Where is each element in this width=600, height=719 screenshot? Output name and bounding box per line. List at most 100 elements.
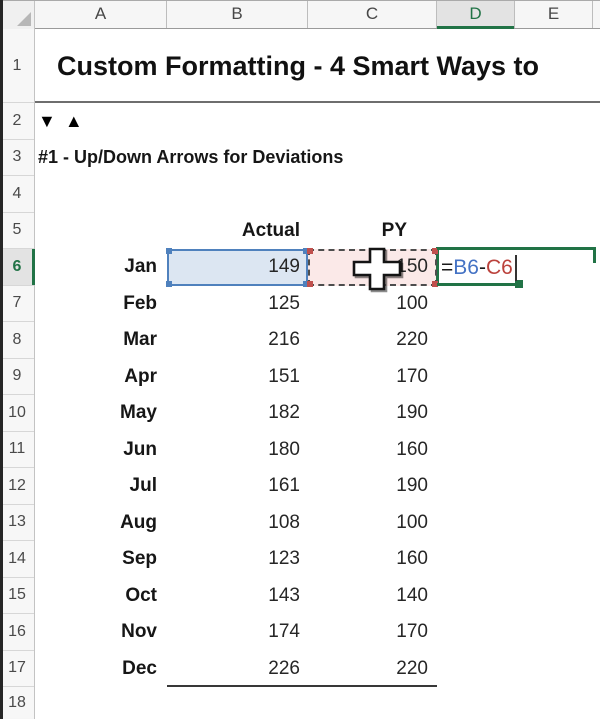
row-header-16[interactable]: 16 [0, 614, 34, 651]
formula-ref-b6: B6 [453, 256, 479, 279]
select-all-triangle-icon [17, 12, 31, 26]
formula-edit-cell[interactable]: =B6-C6 [441, 250, 517, 285]
row-header-14[interactable]: 14 [0, 541, 34, 578]
section-heading-cell[interactable]: #1 - Up/Down Arrows for Deviations [38, 139, 598, 175]
cell-py[interactable]: 220 [396, 329, 428, 350]
cell-py[interactable]: 100 [396, 292, 428, 314]
column-header-d-selected[interactable]: D [437, 0, 515, 29]
c6-handle-top-right[interactable] [432, 248, 438, 254]
actual-column-title-cell[interactable]: Actual [241, 220, 300, 241]
row-6-selection-accent [32, 249, 35, 285]
section-heading-text: #1 - Up/Down Arrows for Deviations [38, 147, 344, 167]
row-header-6-label: 6 [12, 257, 22, 275]
column-header-c[interactable]: C [308, 0, 437, 28]
cell-month[interactable]: Jan [124, 256, 157, 277]
cell-month[interactable]: Sep [122, 548, 157, 569]
title-bottom-border [35, 101, 600, 103]
table-row-jun: Jun 180 160 [35, 432, 600, 469]
screen-top-edge [0, 0, 600, 1]
row-header-17[interactable]: 17 [0, 650, 34, 687]
cell-actual[interactable]: 143 [268, 584, 300, 606]
cell-month[interactable]: Apr [124, 365, 157, 387]
table-row-oct: Oct 143 140 [35, 578, 600, 615]
row-header-6-selected[interactable]: 6 [0, 249, 35, 286]
cell-actual[interactable]: 174 [268, 621, 300, 642]
cell-month[interactable]: May [120, 402, 157, 423]
cell-py[interactable]: 220 [396, 657, 428, 679]
sheet-title: Custom Formatting - 4 Smart Ways to [57, 50, 540, 81]
c6-handle-top-left[interactable] [307, 248, 313, 254]
cell-month[interactable]: Jul [129, 475, 157, 496]
column-header-row: A B C D E [0, 0, 600, 29]
cell-actual[interactable]: 125 [268, 292, 300, 314]
cell-py[interactable]: 160 [396, 548, 428, 569]
active-cell-border-left [436, 247, 439, 286]
b6-handle-bottom-right[interactable] [303, 281, 309, 287]
title-cell[interactable]: Custom Formatting - 4 Smart Ways to [35, 29, 600, 103]
fill-handle[interactable] [515, 280, 523, 288]
cell-month[interactable]: Feb [123, 292, 157, 314]
cell-actual[interactable]: 216 [268, 329, 300, 350]
cell-py[interactable]: 190 [396, 475, 428, 496]
cell-py[interactable]: 170 [396, 365, 428, 387]
column-header-f-partial[interactable] [593, 0, 600, 28]
cell-actual[interactable]: 182 [268, 402, 300, 423]
row-header-2[interactable]: 2 [0, 103, 34, 140]
c6-handle-bottom-left[interactable] [307, 281, 313, 287]
cell-actual[interactable]: 149 [268, 256, 300, 277]
row-header-7[interactable]: 7 [0, 285, 34, 322]
cell-actual[interactable]: 108 [268, 511, 300, 533]
b6-handle-bottom-left[interactable] [166, 281, 172, 287]
row-header-column: 1 2 3 4 5 6 7 8 9 10 11 12 13 14 15 16 1… [0, 29, 35, 719]
table-row-apr: Apr 151 170 [35, 359, 600, 396]
column-header-d-label: D [469, 4, 482, 23]
cell-actual[interactable]: 180 [268, 438, 300, 460]
cell-month[interactable]: Jun [123, 438, 157, 460]
row-header-10[interactable]: 10 [0, 395, 34, 432]
formula-minus: - [478, 256, 486, 279]
column-header-e[interactable]: E [515, 0, 593, 28]
py-column-title-cell[interactable]: PY [381, 220, 407, 241]
cell-month[interactable]: Aug [120, 511, 157, 533]
row-header-11[interactable]: 11 [0, 431, 34, 468]
cell-py[interactable]: 150 [396, 256, 428, 277]
cell-actual[interactable]: 161 [268, 475, 300, 496]
cell-actual[interactable]: 123 [268, 548, 300, 569]
row-header-5[interactable]: 5 [0, 212, 34, 249]
cell-actual[interactable]: 151 [268, 365, 300, 387]
table-row-dec: Dec 226 220 [35, 651, 600, 688]
reference-border-b6 [166, 248, 309, 287]
data-table: Jan 149 150 Feb 125 100 Mar 216 220 Apr 151 170 … [35, 249, 600, 687]
cell-py[interactable]: 170 [396, 621, 428, 642]
cell-actual[interactable]: 226 [268, 657, 300, 679]
triangle-arrows-icon: ▼ ▲ [38, 111, 85, 131]
column-header-a[interactable]: A [35, 0, 167, 28]
b6-handle-top-left[interactable] [166, 248, 172, 254]
cell-month[interactable]: Oct [125, 584, 157, 606]
row-header-18[interactable]: 18 [0, 687, 34, 718]
cell-month[interactable]: Dec [122, 657, 157, 679]
row-header-13[interactable]: 13 [0, 504, 34, 541]
cell-py[interactable]: 190 [396, 402, 428, 423]
select-all-button[interactable] [0, 0, 35, 29]
column-header-b[interactable]: B [167, 0, 308, 28]
b6-handle-top-right[interactable] [303, 248, 309, 254]
cell-py[interactable]: 140 [396, 584, 428, 606]
c6-handle-bottom-right[interactable] [432, 281, 438, 287]
row-header-12[interactable]: 12 [0, 468, 34, 505]
table-row-nov: Nov 174 170 [35, 614, 600, 651]
cell-month[interactable]: Mar [123, 329, 157, 350]
row-header-8[interactable]: 8 [0, 322, 34, 359]
row-header-1[interactable]: 1 [0, 29, 34, 103]
updown-arrows-cell[interactable]: ▼ ▲ [38, 103, 238, 139]
row-header-3[interactable]: 3 [0, 139, 34, 176]
row-header-4[interactable]: 4 [0, 176, 34, 213]
row-header-15[interactable]: 15 [0, 577, 34, 614]
row-header-9[interactable]: 9 [0, 358, 34, 395]
cell-py[interactable]: 100 [396, 511, 428, 533]
cell-py[interactable]: 160 [396, 438, 428, 460]
formula-equals: = [441, 256, 454, 279]
table-row-feb: Feb 125 100 [35, 286, 600, 323]
cell-month[interactable]: Nov [121, 621, 157, 642]
